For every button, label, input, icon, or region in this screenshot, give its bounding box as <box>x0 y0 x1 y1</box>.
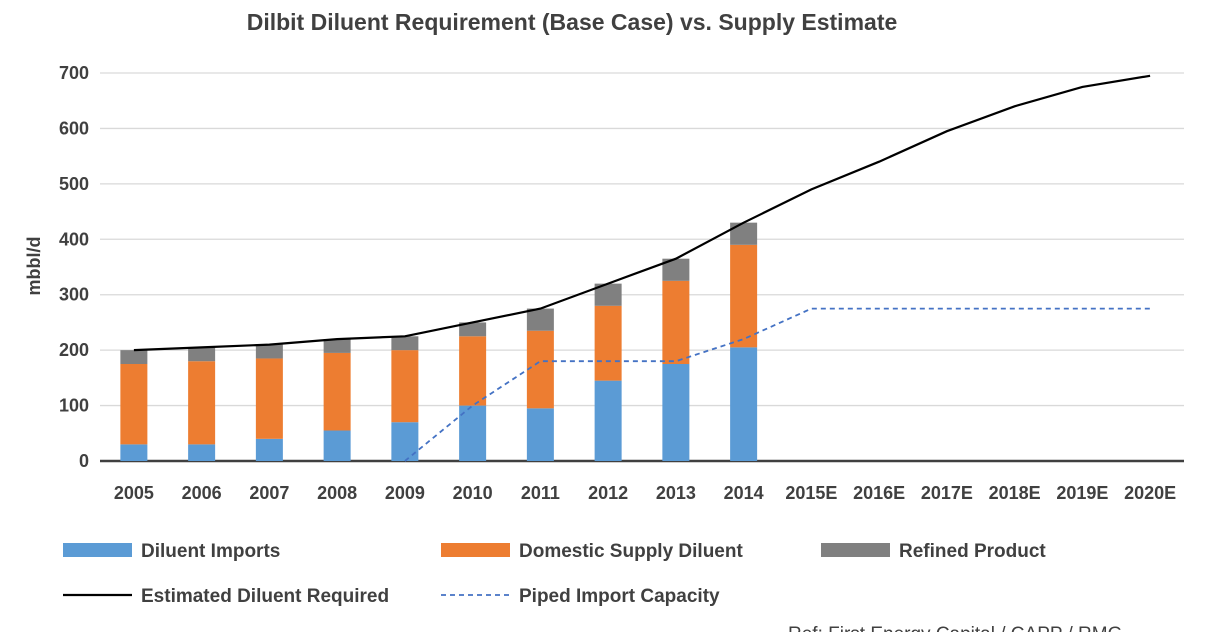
legend-item-domestic-supply-diluent: Domestic Supply Diluent <box>441 541 743 562</box>
bar-domestic-supply-diluent <box>391 350 419 423</box>
y-tick-label: 0 <box>79 451 89 471</box>
y-tick-labels: 0 100 200 300 400 500 600 700 <box>59 63 89 471</box>
legend-label: Diluent Imports <box>141 541 280 562</box>
x-tick-label: 2015E <box>785 483 837 503</box>
bar-refined-product <box>594 283 622 306</box>
y-axis-label: mbbl/d <box>24 237 44 296</box>
legend-item-diluent-imports: Diluent Imports <box>63 541 280 562</box>
x-tick-label: 2019E <box>1056 483 1108 503</box>
legend-swatch <box>63 543 132 557</box>
y-tick-label: 400 <box>59 229 89 249</box>
source-note: Ref: First Energy Capital / CAPP / RMG <box>788 624 1122 632</box>
bar-domestic-supply-diluent <box>526 330 554 409</box>
bar-diluent-imports <box>526 408 554 461</box>
bar-diluent-imports <box>188 444 216 461</box>
x-tick-label: 2020E <box>1124 483 1176 503</box>
bar-domestic-supply-diluent <box>594 305 622 381</box>
bar-diluent-imports <box>323 430 351 461</box>
x-tick-label: 2018E <box>989 483 1041 503</box>
y-tick-label: 300 <box>59 285 89 305</box>
lines <box>133 74 1151 462</box>
x-tick-label: 2010 <box>453 483 493 503</box>
legend-label: Estimated Diluent Required <box>141 586 389 607</box>
bar-domestic-supply-diluent <box>323 352 351 431</box>
bar-refined-product <box>730 222 758 245</box>
y-tick-label: 700 <box>59 63 89 83</box>
legend-label: Piped Import Capacity <box>519 586 720 607</box>
y-tick-label: 200 <box>59 340 89 360</box>
x-tick-label: 2005 <box>114 483 154 503</box>
bar-refined-product <box>526 308 554 331</box>
bar-diluent-imports <box>459 405 487 461</box>
chart-title: Dilbit Diluent Requirement (Base Case) v… <box>247 9 898 35</box>
x-tick-labels: 2005 2006 2007 2008 2009 2010 2011 2012 2013 2014… <box>114 483 1176 503</box>
x-tick-label: 2011 <box>521 483 560 503</box>
y-tick-label: 500 <box>59 174 89 194</box>
x-tick-label: 2008 <box>317 483 357 503</box>
legend-item-piped-import-capacity: Piped Import Capacity <box>441 586 720 607</box>
legend-item-estimated-diluent-required: Estimated Diluent Required <box>63 586 389 607</box>
bar-domestic-supply-diluent <box>459 336 487 406</box>
bar-refined-product <box>255 344 283 359</box>
bar-refined-product <box>188 347 216 362</box>
bar-domestic-supply-diluent <box>730 244 758 348</box>
bar-diluent-imports <box>662 364 690 461</box>
legend: Diluent Imports Domestic Supply Diluent Re… <box>63 541 1046 607</box>
bar-refined-product <box>323 339 351 353</box>
bar-domestic-supply-diluent <box>188 361 216 445</box>
bar-refined-product <box>662 258 690 281</box>
bar-diluent-imports <box>255 438 283 461</box>
x-tick-label: 2012 <box>588 483 628 503</box>
bar-diluent-imports <box>730 347 758 461</box>
x-tick-label: 2016E <box>853 483 905 503</box>
x-tick-label: 2006 <box>182 483 222 503</box>
bar-domestic-supply-diluent <box>120 364 148 445</box>
y-tick-label: 600 <box>59 118 89 138</box>
legend-label: Domestic Supply Diluent <box>519 541 743 562</box>
legend-swatch <box>441 543 510 557</box>
bar-refined-product <box>120 350 148 364</box>
bar-refined-product <box>459 322 487 337</box>
bar-diluent-imports <box>391 422 419 461</box>
legend-swatch <box>821 543 890 557</box>
legend-label: Refined Product <box>899 541 1046 562</box>
bar-refined-product <box>391 336 419 351</box>
x-tick-label: 2014 <box>724 483 764 503</box>
x-tick-label: 2009 <box>385 483 425 503</box>
bar-diluent-imports <box>120 444 148 461</box>
x-tick-label: 2007 <box>249 483 289 503</box>
bar-diluent-imports <box>594 380 622 461</box>
line-estimated-diluent-required <box>133 74 1151 352</box>
line-piped-import-capacity <box>404 307 1151 462</box>
x-tick-label: 2013 <box>656 483 696 503</box>
bar-domestic-supply-diluent <box>662 280 690 364</box>
legend-item-refined-product: Refined Product <box>821 541 1046 562</box>
x-tick-label: 2017E <box>921 483 973 503</box>
bar-domestic-supply-diluent <box>255 358 283 439</box>
bars <box>120 222 758 461</box>
y-tick-label: 100 <box>59 396 89 416</box>
